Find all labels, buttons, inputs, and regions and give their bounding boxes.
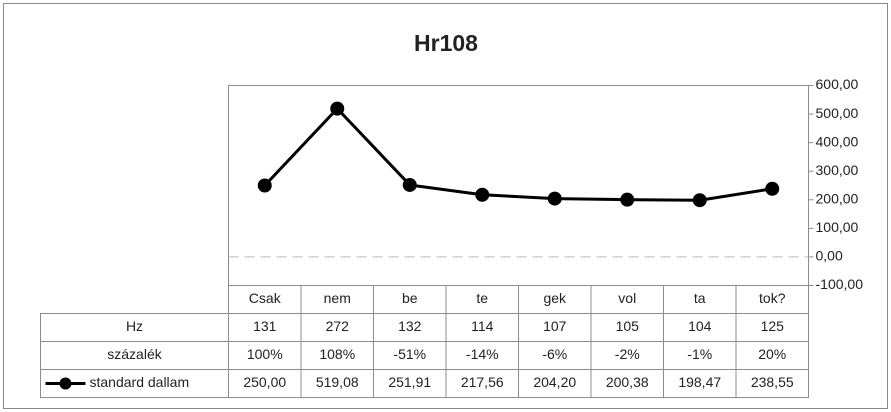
category-label: gek <box>543 290 567 306</box>
table-value: 108% <box>319 346 355 362</box>
y-tick-label: 300,00 <box>816 162 859 178</box>
data-point <box>330 101 345 116</box>
row-label: százalék <box>107 346 162 362</box>
series-line <box>263 107 773 202</box>
table-value: 250,00 <box>243 374 286 390</box>
data-point <box>765 181 780 196</box>
table-value: 272 <box>326 318 350 334</box>
table-value: 132 <box>398 318 422 334</box>
data-point <box>257 178 272 193</box>
category-label: ta <box>694 290 706 306</box>
chart-title: Hr108 <box>414 30 478 56</box>
y-tick-label: 100,00 <box>816 219 859 235</box>
table-value: 238,55 <box>751 374 794 390</box>
table-value: 198,47 <box>678 374 721 390</box>
data-point <box>402 177 417 192</box>
category-label: Csak <box>249 290 282 306</box>
data-point <box>475 187 490 202</box>
row-label: Hz <box>126 318 143 334</box>
table-value: 217,56 <box>461 374 504 390</box>
y-tick-label: 200,00 <box>816 190 859 206</box>
y-tick-label: 400,00 <box>816 133 859 149</box>
table-value: 125 <box>761 318 785 334</box>
data-point <box>547 191 562 206</box>
legend-label: standard dallam <box>90 374 190 390</box>
legend-marker <box>59 377 72 390</box>
data-point <box>692 193 707 208</box>
category-label: tok? <box>759 290 786 306</box>
table-value: 105 <box>616 318 640 334</box>
table-value: 104 <box>688 318 712 334</box>
table-value: 204,20 <box>533 374 576 390</box>
table-cell <box>735 369 809 398</box>
y-tick-label: 0,00 <box>816 248 843 264</box>
table-value: 200,38 <box>606 374 649 390</box>
y-tick-label: -100,00 <box>816 276 864 292</box>
y-tick-label: 600,00 <box>816 76 859 92</box>
table-value: 114 <box>471 318 494 334</box>
table-value: 100% <box>247 346 283 362</box>
table-value: 251,91 <box>388 374 431 390</box>
table-value: 131 <box>253 318 277 334</box>
table-value: 20% <box>758 346 786 362</box>
category-label: nem <box>324 290 351 306</box>
category-label: te <box>476 290 488 306</box>
table-value: -51% <box>393 346 426 362</box>
y-tick-label: 500,00 <box>816 105 859 121</box>
table-value: -14% <box>466 346 499 362</box>
data-point <box>620 192 635 207</box>
table-value: -2% <box>615 346 640 362</box>
table-value: 107 <box>543 318 567 334</box>
table-value: -6% <box>542 346 567 362</box>
category-label: vol <box>618 290 636 306</box>
table-value: -1% <box>687 346 712 362</box>
table-value: 519,08 <box>316 374 359 390</box>
category-label: be <box>402 290 418 306</box>
